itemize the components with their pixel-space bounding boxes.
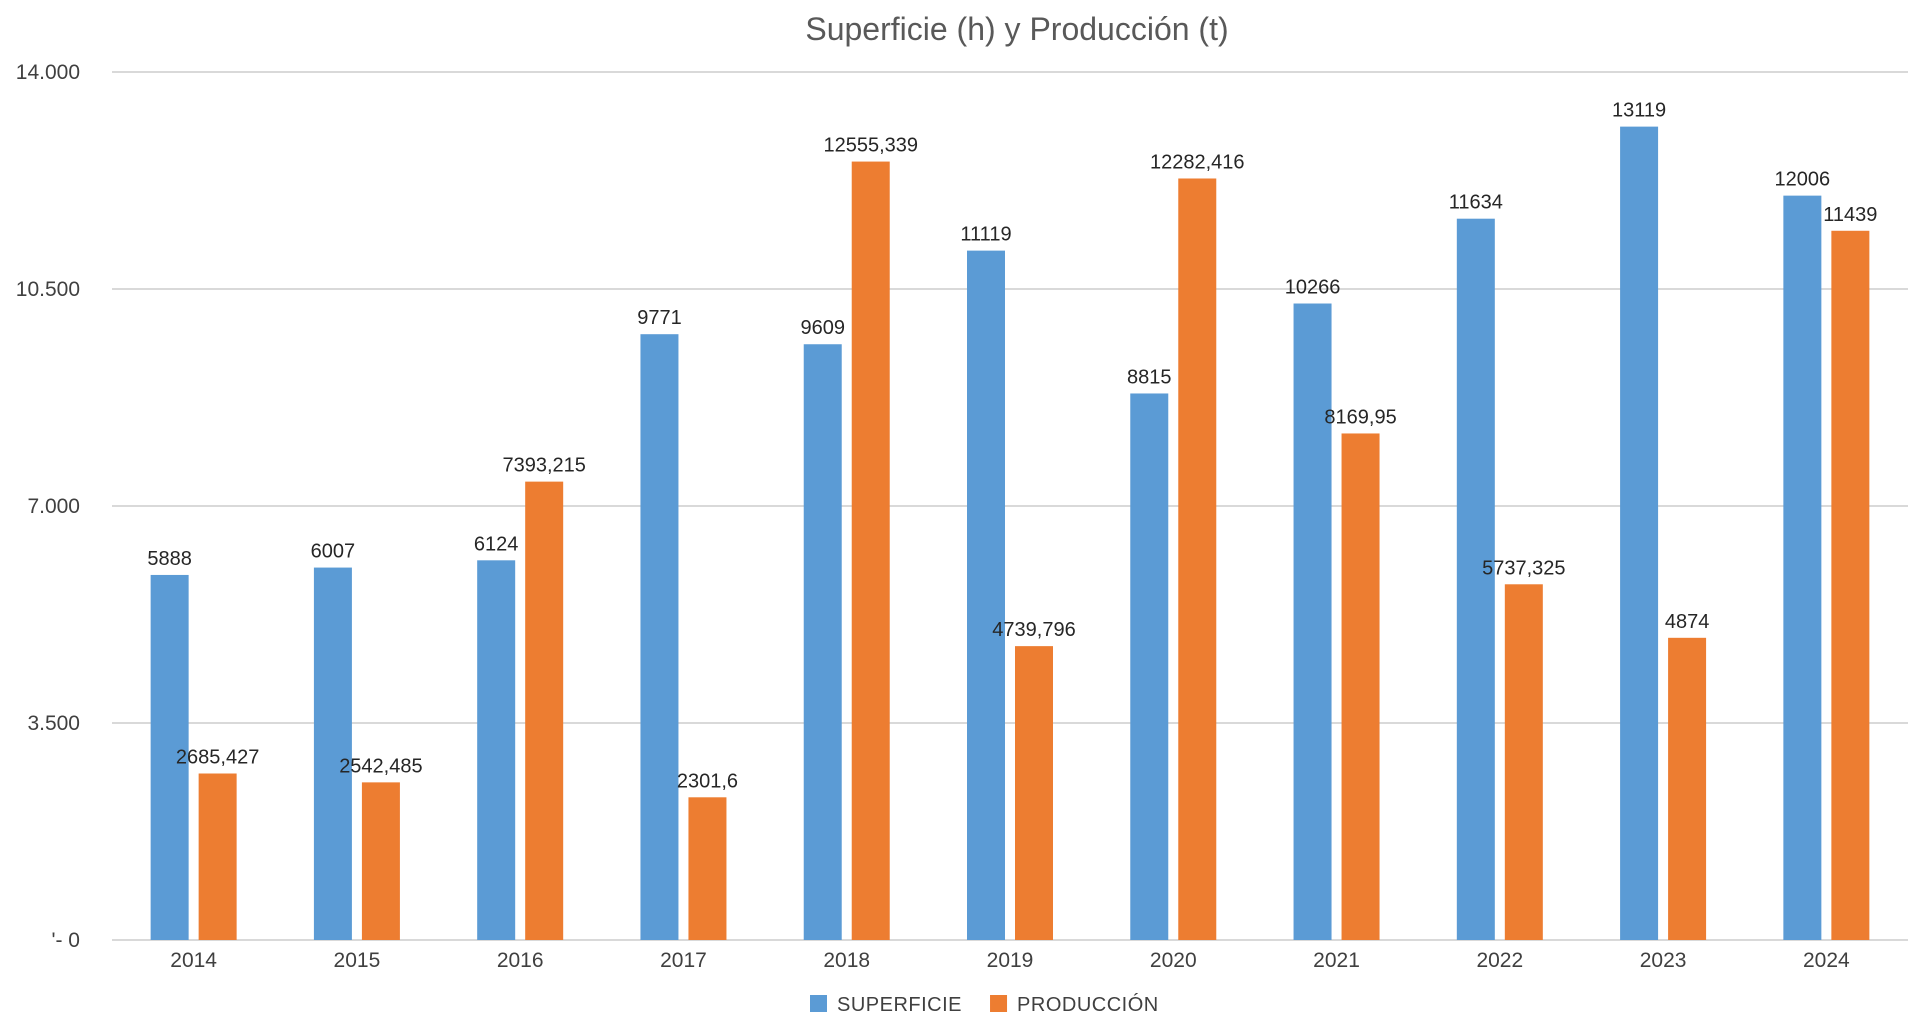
bar-superficie xyxy=(803,344,842,940)
bar-produccion xyxy=(851,161,890,941)
bar-superficie xyxy=(1130,393,1169,941)
bar-superficie xyxy=(1456,218,1495,940)
x-tick-label: 2023 xyxy=(1640,949,1687,972)
bar-superficie xyxy=(640,334,679,940)
legend-label: SUPERFICIE xyxy=(837,994,962,1014)
x-tick-label: 2020 xyxy=(1150,949,1197,972)
x-tick-label: 2024 xyxy=(1803,949,1850,972)
data-label: 13119 xyxy=(1612,100,1666,122)
y-tick-label: '- 0 xyxy=(51,929,80,952)
data-label: 5737,325 xyxy=(1482,557,1565,579)
data-label: 12282,416 xyxy=(1150,151,1245,173)
data-label: 10266 xyxy=(1285,277,1341,299)
bar-produccion xyxy=(525,481,564,940)
bar-produccion xyxy=(198,773,237,940)
data-label: 11119 xyxy=(960,224,1011,246)
x-tick-label: 2018 xyxy=(823,949,870,972)
legend-label: PRODUCCIÓN xyxy=(1017,993,1159,1014)
gridlines xyxy=(112,71,1908,941)
data-label: 9609 xyxy=(800,317,845,339)
data-label: 2685,427 xyxy=(176,747,259,769)
bars xyxy=(150,126,1870,941)
bar-produccion xyxy=(1668,637,1707,940)
data-label: 6007 xyxy=(311,541,356,563)
y-tick-label: 14.000 xyxy=(16,61,80,84)
bar-superficie xyxy=(1293,303,1332,940)
data-label: 12555,339 xyxy=(823,135,918,157)
data-label: 11439 xyxy=(1823,204,1877,226)
legend-swatch-produccion xyxy=(990,995,1008,1012)
bar-superficie xyxy=(1620,126,1659,940)
y-axis-ticks: '- 0 3.500 7.000 10.500 14.000 xyxy=(16,61,80,952)
data-label: 4739,796 xyxy=(992,619,1075,641)
bar-produccion xyxy=(1015,646,1053,940)
legend: SUPERFICIE PRODUCCIÓN xyxy=(810,993,1159,1014)
bar-produccion xyxy=(1504,584,1543,940)
data-label: 8169,95 xyxy=(1324,406,1396,428)
data-label: 2301,6 xyxy=(677,770,738,792)
bar-produccion xyxy=(361,782,400,940)
bar-superficie xyxy=(150,574,189,940)
y-tick-label: 7.000 xyxy=(27,495,80,518)
bar-produccion xyxy=(1178,178,1217,940)
chart-title: Superficie (h) y Producción (t) xyxy=(805,11,1228,47)
data-label: 4874 xyxy=(1665,611,1710,633)
data-label: 12006 xyxy=(1775,169,1831,191)
data-label: 7393,215 xyxy=(502,455,585,477)
x-tick-label: 2015 xyxy=(334,949,381,972)
x-tick-label: 2017 xyxy=(660,949,707,972)
bar-produccion xyxy=(1341,433,1380,940)
data-label: 11634 xyxy=(1449,192,1503,214)
x-tick-label: 2014 xyxy=(170,949,217,972)
legend-swatch-superficie xyxy=(810,995,827,1012)
x-tick-label: 2016 xyxy=(497,949,544,972)
x-tick-label: 2022 xyxy=(1476,949,1523,972)
data-label: 6124 xyxy=(474,533,519,555)
data-label: 5888 xyxy=(147,548,192,570)
bar-superficie xyxy=(1783,195,1822,941)
bar-superficie xyxy=(313,567,352,940)
bar-produccion xyxy=(688,797,727,940)
y-tick-label: 10.500 xyxy=(16,278,80,301)
data-label: 9771 xyxy=(637,307,682,329)
bar-superficie xyxy=(477,560,516,940)
bar-superficie xyxy=(967,250,1005,940)
data-labels: 5888 2685,427 6007 2542,485 6124 7393,215 9771… xyxy=(147,100,1877,793)
data-label: 2542,485 xyxy=(339,755,422,777)
x-tick-label: 2021 xyxy=(1313,949,1360,972)
data-label: 8815 xyxy=(1127,366,1172,388)
y-tick-label: 3.500 xyxy=(27,712,80,735)
x-tick-label: 2019 xyxy=(987,949,1034,972)
x-axis-ticks: 2014 2015 2016 2017 2018 2019 2020 2021 2022 2023… xyxy=(170,949,1850,972)
bar-produccion xyxy=(1831,230,1870,941)
